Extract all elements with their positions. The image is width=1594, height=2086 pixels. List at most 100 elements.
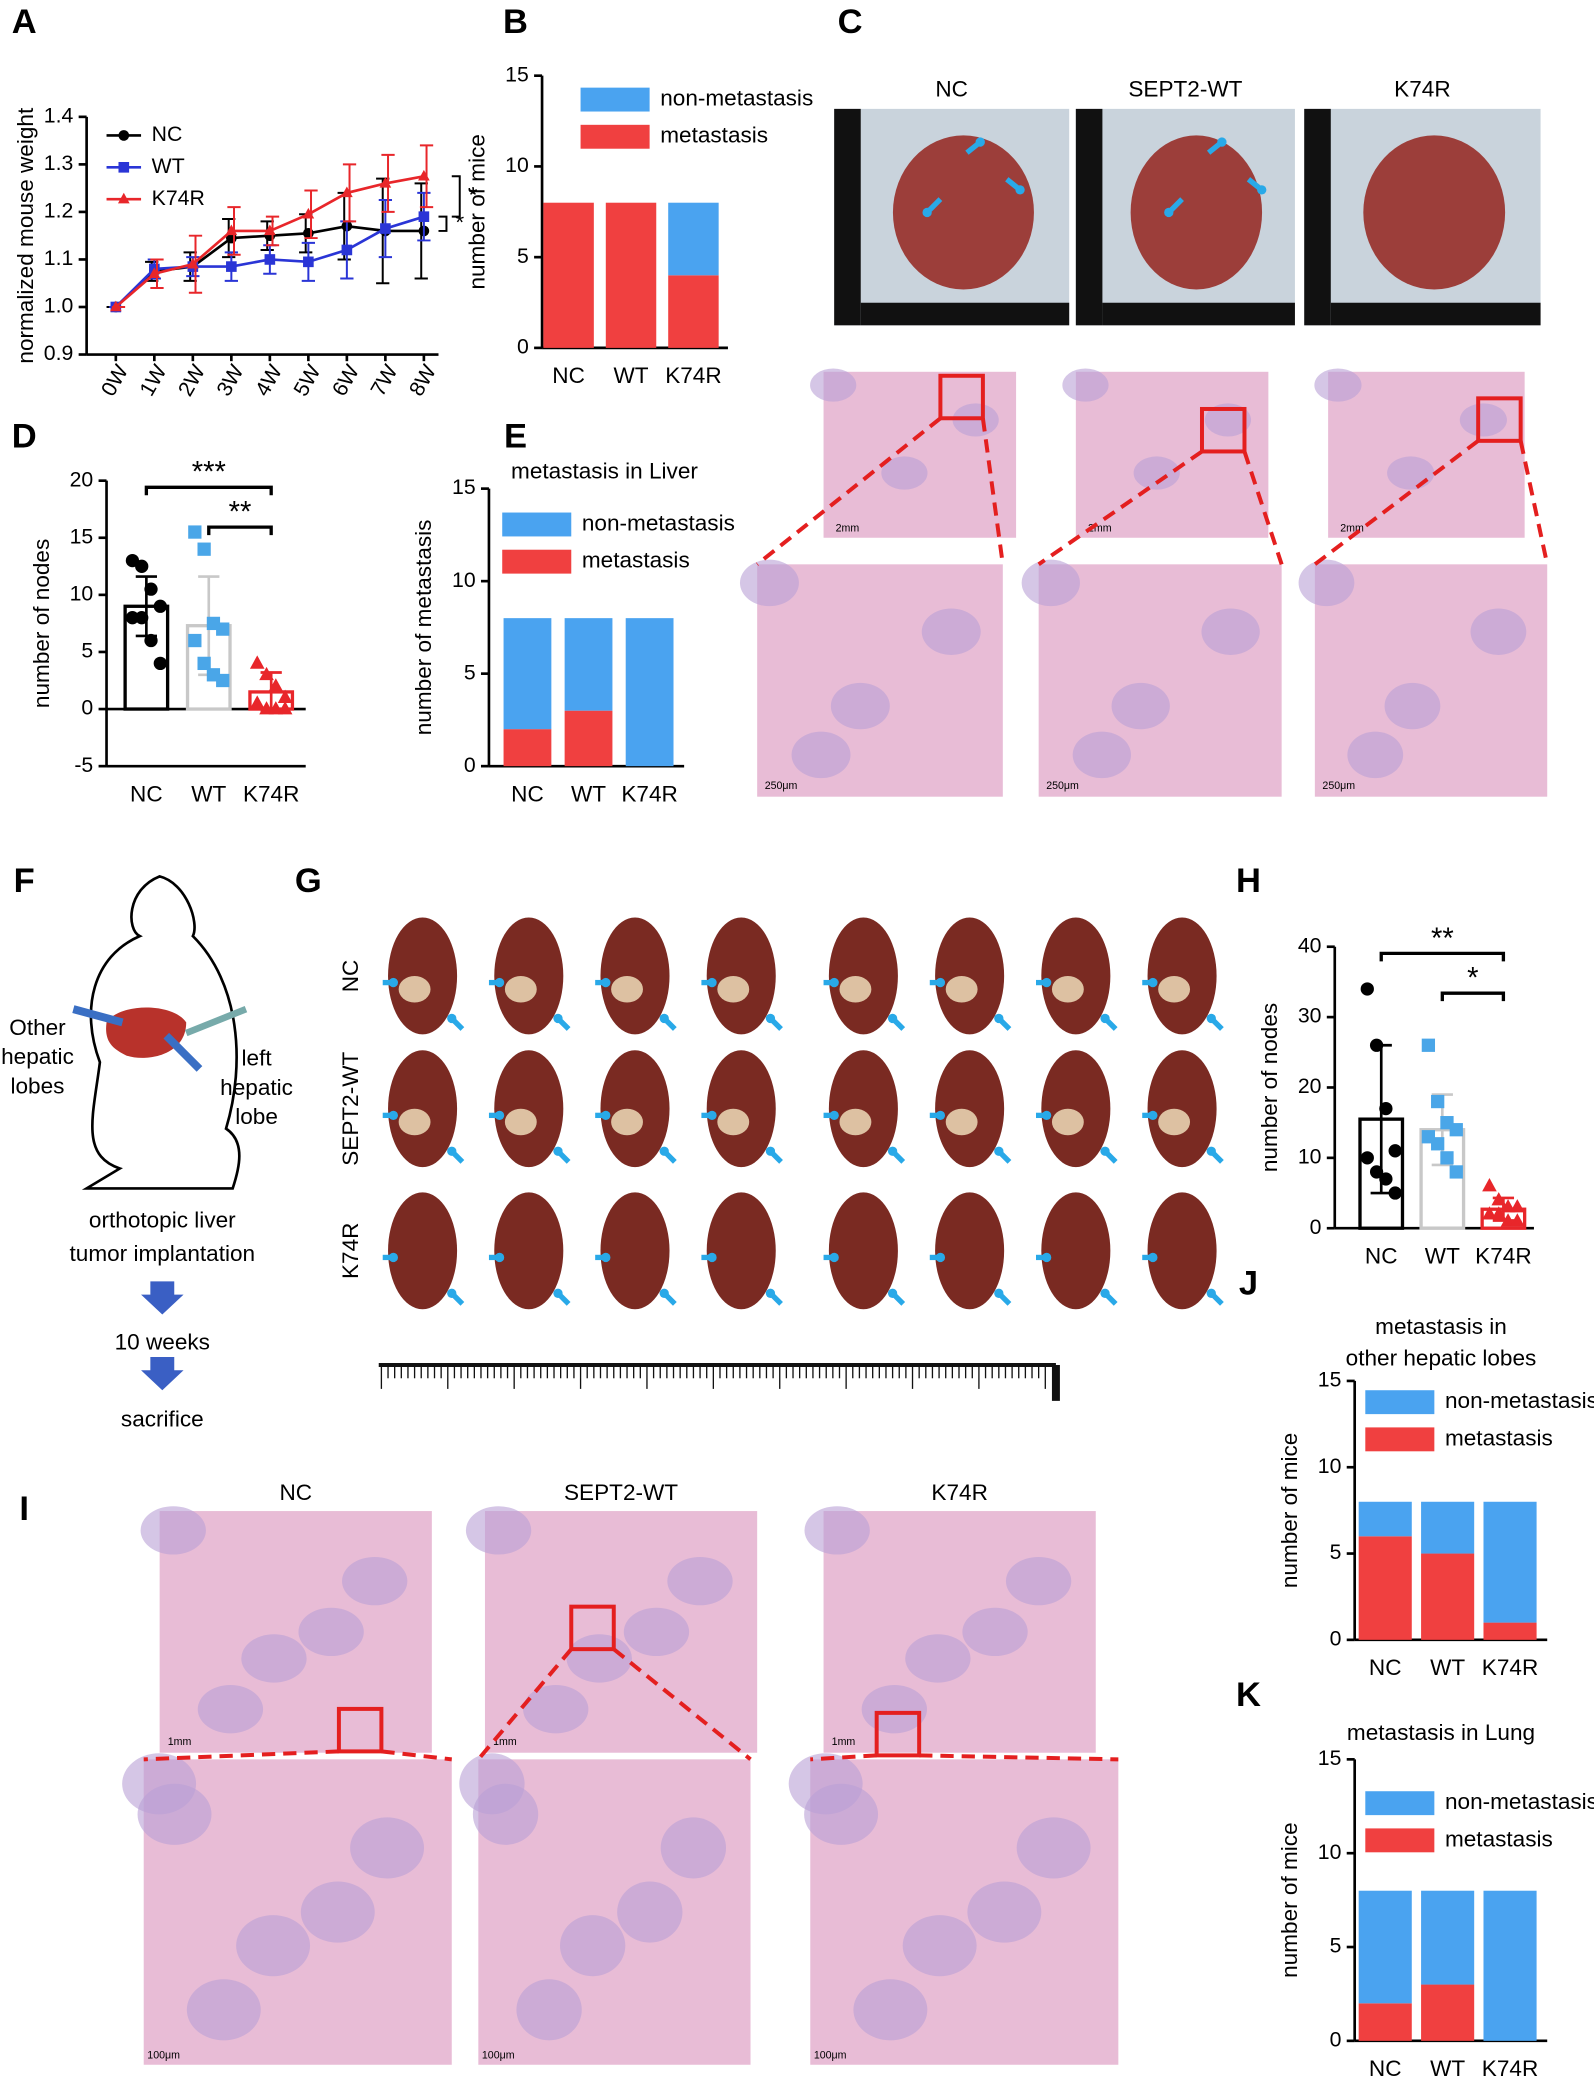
arrow-head (447, 1288, 457, 1298)
arrow-head (994, 1146, 1004, 1156)
data-point (341, 186, 353, 198)
scale-bar-label: 100μm (147, 2049, 180, 2061)
tumor (839, 975, 872, 1003)
y-tick-label: 0.9 (44, 341, 74, 365)
histology-region (830, 682, 890, 730)
arrow-head (388, 1252, 398, 1263)
y-tick-label: 5 (81, 639, 93, 663)
liver (892, 135, 1034, 290)
data-point (1500, 1213, 1516, 1227)
bar-segment (564, 710, 613, 767)
arrow-head (1100, 1013, 1110, 1024)
liver (1041, 1192, 1111, 1310)
ruler (1075, 108, 1103, 326)
zoom-line (755, 416, 942, 566)
x-tick-label: 8W (404, 361, 441, 401)
bar-segment (625, 618, 674, 767)
bar-segment (668, 275, 719, 348)
histology-region (667, 1556, 733, 1606)
data-point (216, 622, 230, 636)
step-label: 10 weeks (115, 1330, 210, 1355)
data-point (379, 177, 392, 188)
tumor (611, 975, 643, 1003)
data-point (216, 673, 230, 688)
arrow-head (1206, 1146, 1216, 1156)
arrow-head (887, 1288, 898, 1298)
data-point (1500, 1199, 1516, 1213)
x-tick-label: K74R (1475, 1243, 1531, 1268)
arrow-head (447, 1013, 457, 1024)
x-tick-label: WT (1425, 1243, 1460, 1268)
x-tick-label: K74R (1482, 1655, 1538, 1680)
histology-region (905, 1634, 971, 1683)
y-tick-label: 1.1 (44, 246, 74, 270)
bar-segment (1358, 2003, 1412, 2041)
scale-bar-label: 100μm (814, 2049, 847, 2061)
significance-label: *** (192, 457, 226, 489)
histology-region (1470, 608, 1527, 655)
significance-bracket (438, 215, 448, 232)
significance-label: * (469, 182, 478, 207)
row-label: K74R (338, 1223, 363, 1279)
bar-segment (503, 618, 552, 730)
arrow-head (707, 1110, 717, 1121)
arrow-head (887, 1013, 898, 1024)
x-tick-label: WT (191, 781, 226, 806)
x-tick-label: 2W (173, 361, 210, 401)
x-tick-label: 1W (135, 361, 172, 401)
arrow-head (1148, 1252, 1158, 1263)
y-tick-label: 1.3 (44, 151, 74, 175)
data-point (197, 656, 211, 671)
legend-swatch (580, 87, 650, 112)
arrow-head (935, 977, 946, 988)
y-tick-label: 40 (1298, 933, 1322, 957)
x-tick-label: WT (571, 781, 606, 806)
zoom-line (1313, 439, 1480, 566)
panel-label: G (295, 862, 322, 900)
histology-region (804, 1506, 870, 1555)
data-point (148, 267, 161, 278)
tumor (504, 975, 537, 1003)
tumor (504, 1108, 537, 1136)
histology-region (1111, 682, 1170, 730)
bar-segment (1483, 1890, 1537, 2041)
histology-region (1072, 731, 1131, 779)
data-point (303, 256, 314, 268)
significance-label: ** (229, 497, 252, 529)
arrow-head (707, 1252, 717, 1263)
data-point (144, 582, 158, 596)
data-point (264, 254, 276, 265)
zoom-box (938, 373, 985, 421)
arrow-head (601, 1252, 611, 1263)
data-point (249, 655, 265, 669)
y-axis-label: number of metastasis (411, 520, 436, 736)
data-point (1369, 1038, 1384, 1052)
y-axis-label: number of nodes (29, 539, 54, 708)
annotation: lobes (11, 1073, 65, 1098)
tumor (945, 975, 978, 1003)
data-point (1431, 1137, 1445, 1151)
ruler (860, 302, 1070, 326)
x-tick-label: WT (1430, 1655, 1465, 1680)
significance-label: * (455, 210, 464, 235)
zoom-box (569, 1604, 616, 1652)
zoom-line (1037, 449, 1204, 566)
histology-region (853, 1979, 928, 2041)
scale-bar-label: 250μm (765, 780, 798, 792)
bar-segment (668, 202, 719, 276)
bar-segment (1421, 1501, 1475, 1554)
group-label: K74R (931, 1480, 987, 1505)
y-tick-label: -5 (74, 753, 93, 777)
data-point (144, 633, 158, 648)
legend-swatch (1365, 1828, 1435, 1853)
liver (1363, 135, 1506, 290)
legend-label: non-metastasis (1445, 1388, 1594, 1413)
data-point (1360, 982, 1374, 996)
data-point (1491, 1206, 1507, 1220)
y-tick-label: 1.2 (44, 199, 74, 223)
tumor (1158, 975, 1191, 1003)
liver (1147, 917, 1217, 1035)
liver (494, 1192, 564, 1310)
arrow-head (829, 1252, 839, 1263)
annotation: hepatic (1, 1044, 74, 1069)
